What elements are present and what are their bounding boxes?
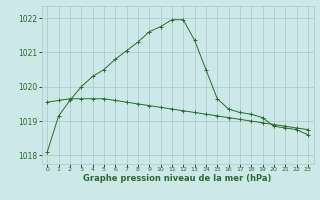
X-axis label: Graphe pression niveau de la mer (hPa): Graphe pression niveau de la mer (hPa) [84, 174, 272, 183]
